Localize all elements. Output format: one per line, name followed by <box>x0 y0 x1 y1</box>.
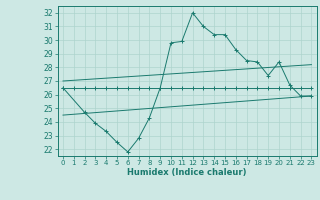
X-axis label: Humidex (Indice chaleur): Humidex (Indice chaleur) <box>127 168 247 177</box>
